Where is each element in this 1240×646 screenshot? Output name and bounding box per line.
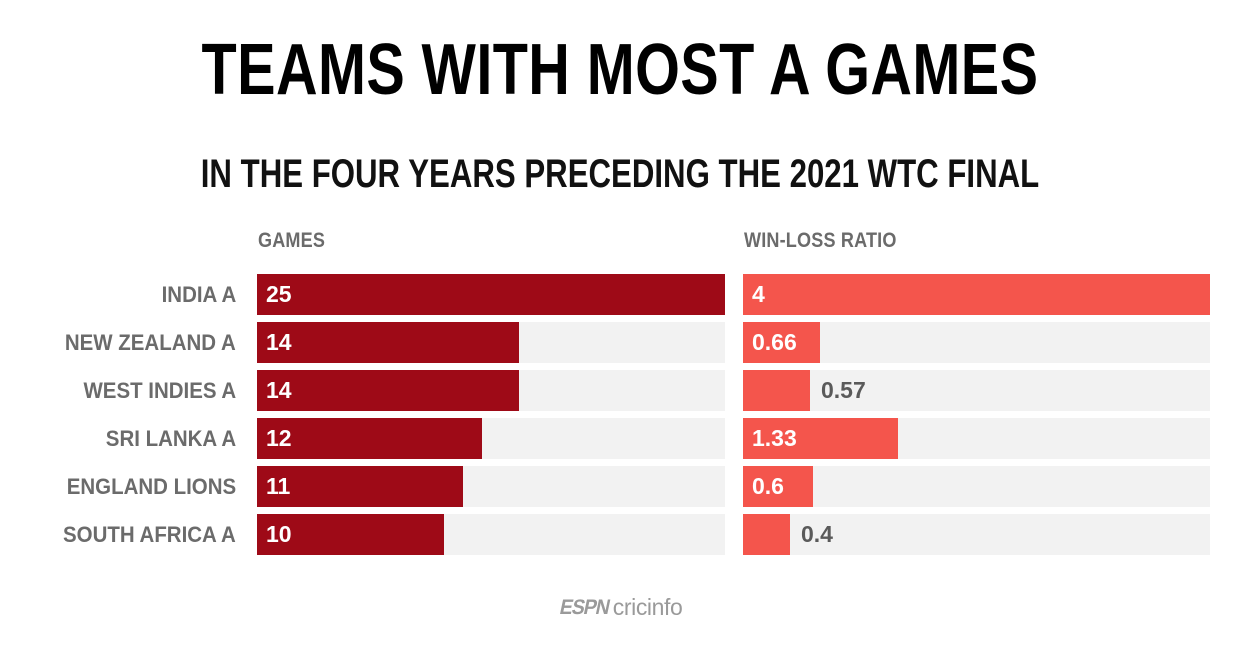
table-row: INDIA A 25 4 xyxy=(0,274,1240,315)
games-value-label: 14 xyxy=(266,329,292,355)
row-label-team-text: ENGLAND LIONS xyxy=(66,473,236,499)
win-loss-ratio-bar-track: 0.66 xyxy=(743,322,1210,363)
games-bar xyxy=(257,418,482,459)
games-value-label: 14 xyxy=(266,377,292,403)
table-row: ENGLAND LIONS 11 0.6 xyxy=(0,466,1240,507)
table-row: NEW ZEALAND A 14 0.66 xyxy=(0,322,1240,363)
row-label-team: WEST INDIES A xyxy=(0,370,236,411)
row-label-team-text: SRI LANKA A xyxy=(105,425,236,451)
win-loss-ratio-bar xyxy=(743,514,790,555)
espncricinfo-logo: ESPN cricinfo xyxy=(0,594,1240,620)
games-bar-track: 14 xyxy=(257,370,725,411)
row-label-team: SRI LANKA A xyxy=(0,418,236,459)
win-loss-ratio-value-label: 4 xyxy=(752,281,765,307)
row-label-team: SOUTH AFRICA A xyxy=(0,514,236,555)
games-bar-track: 14 xyxy=(257,322,725,363)
games-bar xyxy=(257,370,519,411)
win-loss-ratio-value-label: 0.4 xyxy=(801,521,833,547)
page-subtitle: IN THE FOUR YEARS PRECEDING THE 2021 WTC… xyxy=(200,152,1040,196)
win-loss-ratio-bar xyxy=(743,322,820,363)
row-label-team: INDIA A xyxy=(0,274,236,315)
win-loss-ratio-bar xyxy=(743,466,813,507)
chart-rows: INDIA A 25 4 NEW ZEALAND A 14 0.66 WEST INDIES… xyxy=(0,274,1240,562)
win-loss-ratio-bar-track: 4 xyxy=(743,274,1210,315)
games-bar-track: 25 xyxy=(257,274,725,315)
row-label-team-text: INDIA A xyxy=(161,281,236,307)
games-value-label: 10 xyxy=(266,521,292,547)
games-bar xyxy=(257,274,725,315)
row-label-team: NEW ZEALAND A xyxy=(0,322,236,363)
games-bar xyxy=(257,322,519,363)
games-value-label: 11 xyxy=(266,473,291,499)
win-loss-ratio-bar-track: 1.33 xyxy=(743,418,1210,459)
win-loss-ratio-bar xyxy=(743,418,898,459)
espn-wordmark: ESPN xyxy=(557,596,612,619)
page-title: TEAMS WITH MOST A GAMES xyxy=(201,30,1039,110)
column-header-win-loss-ratio: WIN-LOSS RATIO xyxy=(744,229,897,252)
games-bar-track: 10 xyxy=(257,514,725,555)
win-loss-ratio-value-label: 0.66 xyxy=(752,329,797,355)
row-label-team-text: WEST INDIES A xyxy=(83,377,236,403)
row-label-team: ENGLAND LIONS xyxy=(0,466,236,507)
win-loss-ratio-bar-track: 0.4 xyxy=(743,514,1210,555)
table-row: SRI LANKA A 12 1.33 xyxy=(0,418,1240,459)
games-bar xyxy=(257,466,463,507)
games-value-label: 12 xyxy=(266,425,292,451)
row-label-team-text: SOUTH AFRICA A xyxy=(63,521,236,547)
column-header-games: GAMES xyxy=(258,229,326,252)
win-loss-ratio-bar xyxy=(743,274,1210,315)
games-bar xyxy=(257,514,444,555)
cricinfo-wordmark: cricinfo xyxy=(612,594,683,620)
win-loss-ratio-bar-track: 0.6 xyxy=(743,466,1210,507)
games-bar-track: 12 xyxy=(257,418,725,459)
win-loss-ratio-bar-track: 0.57 xyxy=(743,370,1210,411)
row-label-team-text: NEW ZEALAND A xyxy=(65,329,236,355)
games-bar-track: 11 xyxy=(257,466,725,507)
table-row: SOUTH AFRICA A 10 0.4 xyxy=(0,514,1240,555)
win-loss-ratio-value-label: 0.57 xyxy=(821,377,866,403)
table-row: WEST INDIES A 14 0.57 xyxy=(0,370,1240,411)
games-value-label: 25 xyxy=(266,281,292,307)
win-loss-ratio-value-label: 0.6 xyxy=(752,473,784,499)
win-loss-ratio-bar xyxy=(743,370,810,411)
win-loss-ratio-value-label: 1.33 xyxy=(752,425,797,451)
